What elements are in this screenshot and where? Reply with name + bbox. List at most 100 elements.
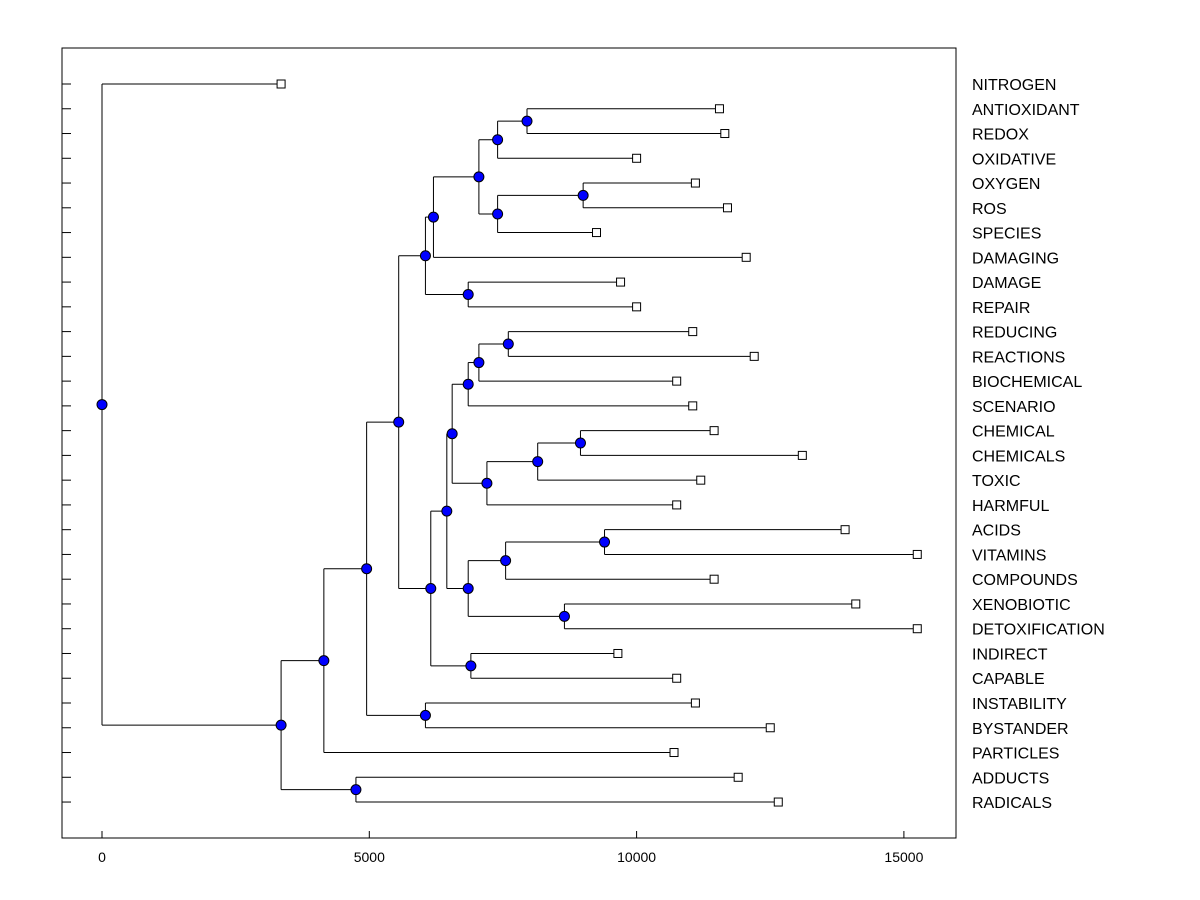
leaf-markers: [276, 79, 922, 807]
leaf-marker: [632, 153, 642, 163]
leaf-marker: [690, 178, 700, 188]
leaf-marker: [669, 748, 679, 758]
cluster-node: [419, 709, 431, 721]
leaf-marker: [690, 698, 700, 708]
cluster-node: [532, 456, 544, 468]
leaf-label: ADDUCTS: [972, 770, 1049, 787]
leaf-marker: [688, 327, 698, 337]
x-tick-label: 5000: [354, 849, 385, 865]
leaf-marker: [276, 79, 286, 89]
leaf-label: TOXIC: [972, 473, 1021, 490]
leaf-label: PARTICLES: [972, 746, 1059, 763]
leaf-marker: [912, 624, 922, 634]
cluster-node: [96, 399, 108, 411]
leaf-label: ROS: [972, 201, 1007, 218]
cluster-node: [558, 610, 570, 622]
leaf-label: INDIRECT: [972, 646, 1048, 663]
cluster-node: [275, 719, 287, 731]
leaf-label: DAMAGING: [972, 250, 1059, 267]
leaf-marker: [720, 129, 730, 139]
leaf-label: ACIDS: [972, 523, 1021, 540]
cluster-node: [393, 416, 405, 428]
leaf-label: DETOXIFICATION: [972, 622, 1105, 639]
x-tick-label: 0: [98, 849, 106, 865]
cluster-node: [462, 378, 474, 390]
cluster-node: [574, 437, 586, 449]
cluster-node: [427, 211, 439, 223]
cluster-node: [462, 582, 474, 594]
leaf-label: CHEMICALS: [972, 448, 1065, 465]
leaf-marker: [840, 525, 850, 535]
leaf-marker: [616, 277, 626, 287]
cluster-node: [473, 357, 485, 369]
leaf-labels: NITROGEN ANTIOXIDANT REDOX OXIDATIVE OXYGEN R…: [972, 77, 1105, 812]
leaf-marker: [709, 574, 719, 584]
leaf-marker: [672, 376, 682, 386]
leaf-marker: [709, 426, 719, 436]
leaf-marker: [672, 673, 682, 683]
cluster-node: [492, 208, 504, 220]
leaf-marker: [749, 351, 759, 361]
leaf-marker: [592, 228, 602, 238]
y-tick-marks: [62, 83, 71, 803]
leaf-marker: [632, 302, 642, 312]
leaf-marker: [688, 401, 698, 411]
cluster-node: [492, 134, 504, 146]
leaf-marker: [733, 772, 743, 782]
leaf-label: REACTIONS: [972, 349, 1065, 366]
leaf-marker: [765, 723, 775, 733]
x-tick-label: 10000: [617, 849, 656, 865]
leaf-label: CHEMICAL: [972, 424, 1055, 441]
leaf-label: DAMAGE: [972, 275, 1041, 292]
leaf-marker: [912, 549, 922, 559]
leaf-label: NITROGEN: [972, 77, 1056, 94]
leaf-label: INSTABILITY: [972, 696, 1067, 713]
cluster-node: [481, 477, 493, 489]
cluster-node: [577, 189, 589, 201]
leaf-label: OXIDATIVE: [972, 151, 1056, 168]
cluster-node: [465, 660, 477, 672]
leaf-marker: [613, 648, 623, 658]
cluster-node: [500, 555, 512, 567]
leaf-label: SCENARIO: [972, 399, 1056, 416]
leaf-label: ANTIOXIDANT: [972, 102, 1080, 119]
cluster-node: [361, 563, 373, 575]
cluster-node: [462, 288, 474, 300]
cluster-node: [425, 582, 437, 594]
x-tick-label: 15000: [884, 849, 923, 865]
leaf-marker: [851, 599, 861, 609]
cluster-node: [599, 536, 611, 548]
cluster-node: [446, 428, 458, 440]
leaf-marker: [741, 252, 751, 262]
cluster-node: [350, 784, 362, 796]
leaf-label: RADICALS: [972, 795, 1052, 812]
leaf-label: CAPABLE: [972, 671, 1045, 688]
plot-frame: [61, 47, 957, 839]
leaf-marker: [722, 203, 732, 213]
leaf-marker: [714, 104, 724, 114]
leaf-marker: [696, 475, 706, 485]
node-markers: [96, 115, 611, 796]
cluster-node: [502, 338, 514, 350]
leaf-marker: [773, 797, 783, 807]
leaf-label: XENOBIOTIC: [972, 597, 1071, 614]
x-axis-ticks: 0 5000 10000 15000: [98, 831, 924, 865]
cluster-node: [419, 250, 431, 262]
leaf-label: OXYGEN: [972, 176, 1040, 193]
leaf-label: HARMFUL: [972, 498, 1049, 515]
leaf-label: BIOCHEMICAL: [972, 374, 1082, 391]
dendrogram-branches: [101, 83, 918, 803]
cluster-node: [521, 115, 533, 127]
leaf-marker: [672, 500, 682, 510]
leaf-label: BYSTANDER: [972, 721, 1069, 738]
cluster-node: [441, 505, 453, 517]
cluster-node: [318, 655, 330, 667]
leaf-label: REDUCING: [972, 325, 1057, 342]
leaf-label: VITAMINS: [972, 547, 1046, 564]
leaf-label: SPECIES: [972, 226, 1041, 243]
leaf-marker: [797, 450, 807, 460]
leaf-label: REPAIR: [972, 300, 1030, 317]
leaf-label: REDOX: [972, 127, 1029, 144]
leaf-label: COMPOUNDS: [972, 572, 1078, 589]
